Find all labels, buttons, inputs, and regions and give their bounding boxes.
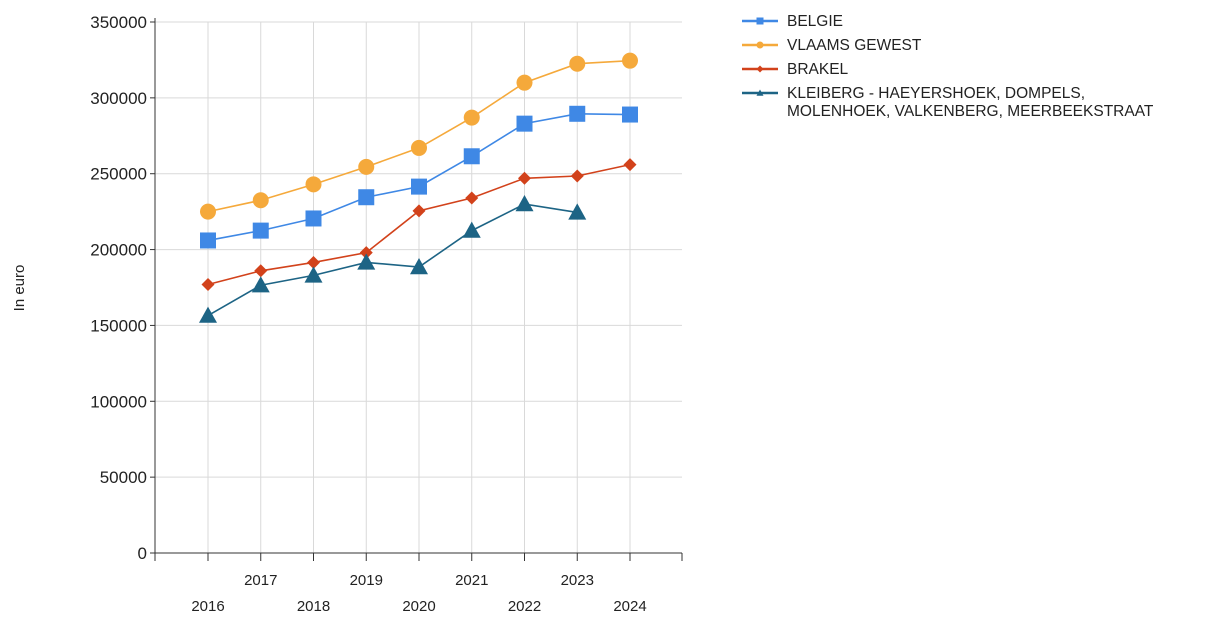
x-tick-label: 2024 — [613, 598, 646, 615]
y-tick-label: 50000 — [100, 468, 147, 487]
legend-item: BRAKEL — [742, 61, 849, 78]
data-point — [199, 306, 217, 323]
legend-item: VLAAMS GEWEST — [742, 37, 922, 54]
data-point — [463, 109, 480, 126]
x-tick-label: 2018 — [297, 598, 330, 615]
y-tick-label: 0 — [138, 544, 147, 563]
series-group — [199, 52, 638, 323]
legend-label: BELGIE — [787, 13, 843, 30]
series-3 — [201, 158, 637, 291]
series-line — [207, 203, 578, 317]
data-point — [358, 158, 375, 175]
data-point — [570, 169, 584, 183]
data-point — [622, 52, 638, 69]
x-tick-label: 2022 — [508, 598, 541, 615]
data-point — [357, 253, 376, 270]
data-point — [252, 192, 269, 209]
data-point — [201, 277, 215, 291]
y-tick-label: 150000 — [90, 316, 147, 335]
legend-label: VLAAMS GEWEST — [787, 37, 922, 54]
data-point — [412, 204, 426, 218]
data-point — [569, 105, 586, 122]
y-axis-label: In euro — [11, 265, 28, 312]
data-point — [515, 195, 534, 212]
y-tick-label: 300000 — [90, 89, 147, 108]
x-tick-label: 2023 — [561, 572, 594, 589]
data-point — [465, 191, 479, 205]
data-point — [410, 258, 428, 275]
legend-item: BELGIE — [742, 13, 843, 30]
legend-label: MOLENHOEK, VALKENBERG, MEERBEEKSTRAAT — [787, 103, 1154, 120]
data-point — [307, 255, 320, 269]
data-point — [200, 232, 216, 249]
x-tick-label: 2017 — [244, 572, 277, 589]
legend-label: BRAKEL — [787, 61, 849, 78]
series-1 — [200, 105, 638, 249]
data-point — [411, 178, 427, 195]
legend-item: KLEIBERG - HAEYERSHOEK, DOMPELS,MOLENHOE… — [742, 85, 1154, 120]
data-point — [516, 74, 533, 91]
data-point — [358, 189, 375, 206]
x-tick-label: 2019 — [350, 572, 383, 589]
data-point — [251, 276, 270, 293]
data-point — [359, 246, 373, 260]
legend-swatch-marker — [756, 41, 764, 49]
data-point — [411, 139, 427, 156]
data-point — [463, 148, 480, 165]
legend: BELGIE VLAAMS GEWEST BRAKEL KLEIBERG - HAEY… — [742, 13, 1154, 120]
data-point — [623, 158, 637, 172]
data-point — [254, 264, 268, 278]
x-tick-label: 2016 — [191, 598, 224, 615]
series-4 — [199, 195, 587, 323]
data-point — [305, 176, 322, 193]
y-tick-label: 350000 — [90, 13, 147, 32]
y-tick-label: 200000 — [90, 241, 147, 260]
series-2 — [200, 52, 638, 220]
legend-swatch-marker — [756, 89, 764, 96]
data-point — [304, 266, 323, 283]
grid — [155, 21, 682, 553]
legend-label: KLEIBERG - HAEYERSHOEK, DOMPELS, — [787, 85, 1085, 102]
data-point — [252, 222, 269, 239]
x-tick-label: 2021 — [455, 572, 488, 589]
y-tick-label: 250000 — [90, 165, 147, 184]
legend-swatch-marker — [756, 17, 764, 25]
data-point — [568, 203, 587, 220]
y-tick-label: 100000 — [90, 392, 147, 411]
axes: 0 50000 100000 150000 200000 250000 300000 3500… — [90, 13, 683, 615]
data-point — [569, 55, 586, 72]
data-point — [516, 115, 533, 132]
data-point — [622, 106, 638, 123]
data-point — [462, 221, 481, 238]
data-point — [518, 171, 531, 185]
x-tick-label: 2020 — [402, 598, 435, 615]
legend-swatch-marker — [756, 65, 764, 73]
data-point — [305, 210, 322, 227]
data-point — [200, 203, 216, 220]
